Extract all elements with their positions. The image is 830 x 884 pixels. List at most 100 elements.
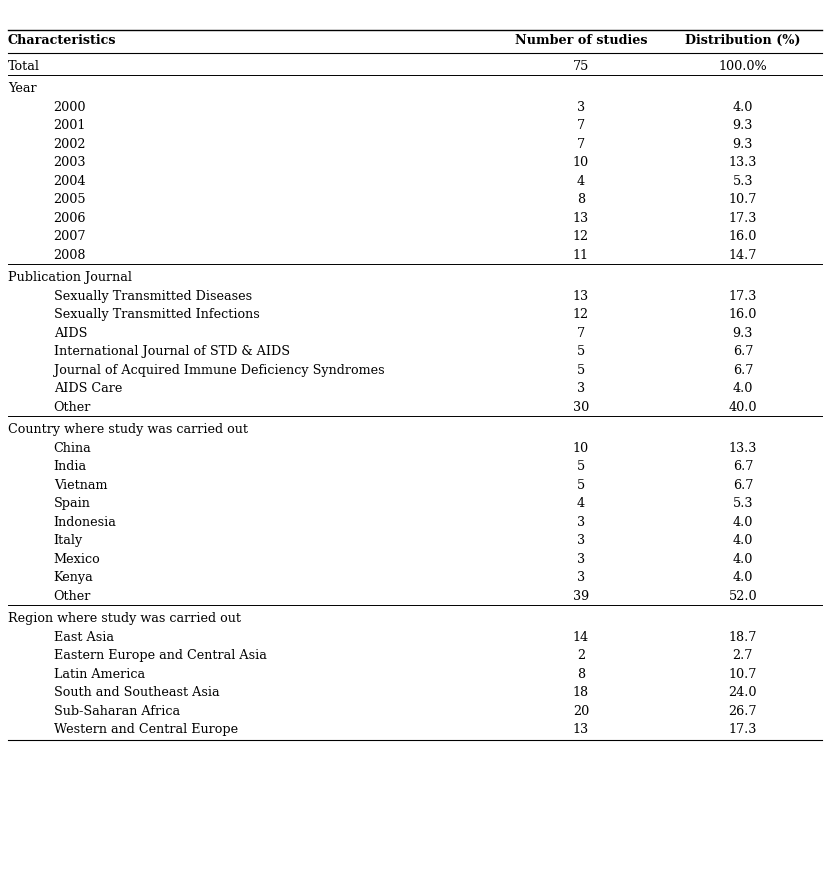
Text: 3: 3 <box>577 552 585 566</box>
Text: 13: 13 <box>573 212 589 225</box>
Text: 4.0: 4.0 <box>733 383 753 395</box>
Text: 6.7: 6.7 <box>733 461 753 474</box>
Text: 12: 12 <box>573 231 589 243</box>
Text: South and Southeast Asia: South and Southeast Asia <box>54 687 219 699</box>
Text: 4.0: 4.0 <box>733 552 753 566</box>
Text: 2006: 2006 <box>54 212 86 225</box>
Text: 14: 14 <box>573 631 589 644</box>
Text: 5: 5 <box>577 461 585 474</box>
Text: 75: 75 <box>573 60 589 73</box>
Text: 9.3: 9.3 <box>733 138 753 151</box>
Text: Sexually Transmitted Infections: Sexually Transmitted Infections <box>54 309 260 322</box>
Text: 2005: 2005 <box>54 194 86 207</box>
Text: Eastern Europe and Central Asia: Eastern Europe and Central Asia <box>54 650 266 662</box>
Text: 17.3: 17.3 <box>729 290 757 303</box>
Text: 7: 7 <box>577 327 585 340</box>
Text: 2004: 2004 <box>54 175 86 188</box>
Text: 2001: 2001 <box>54 119 86 133</box>
Text: Region where study was carried out: Region where study was carried out <box>8 613 241 625</box>
Text: 17.3: 17.3 <box>729 212 757 225</box>
Text: 13: 13 <box>573 290 589 303</box>
Text: 7: 7 <box>577 138 585 151</box>
Text: 3: 3 <box>577 101 585 114</box>
Text: 12: 12 <box>573 309 589 322</box>
Text: East Asia: East Asia <box>54 631 114 644</box>
Text: Latin America: Latin America <box>54 668 144 681</box>
Text: Total: Total <box>8 60 40 73</box>
Text: Number of studies: Number of studies <box>515 34 647 47</box>
Text: Vietnam: Vietnam <box>54 479 107 492</box>
Text: 6.7: 6.7 <box>733 346 753 358</box>
Text: Sexually Transmitted Diseases: Sexually Transmitted Diseases <box>54 290 251 303</box>
Text: 3: 3 <box>577 571 585 584</box>
Text: 2: 2 <box>577 650 585 662</box>
Text: 3: 3 <box>577 535 585 547</box>
Text: 5: 5 <box>577 479 585 492</box>
Text: 5: 5 <box>577 346 585 358</box>
Text: 2002: 2002 <box>54 138 86 151</box>
Text: Other: Other <box>54 401 91 414</box>
Text: 18.7: 18.7 <box>729 631 757 644</box>
Text: 4: 4 <box>577 498 585 510</box>
Text: Western and Central Europe: Western and Central Europe <box>54 723 237 736</box>
Text: 6.7: 6.7 <box>733 479 753 492</box>
Text: 4: 4 <box>577 175 585 188</box>
Text: Characteristics: Characteristics <box>8 34 116 47</box>
Text: 13: 13 <box>573 723 589 736</box>
Text: Country where study was carried out: Country where study was carried out <box>8 423 248 437</box>
Text: 10.7: 10.7 <box>729 668 757 681</box>
Text: 9.3: 9.3 <box>733 119 753 133</box>
Text: Spain: Spain <box>54 498 90 510</box>
Text: Indonesia: Indonesia <box>54 516 116 529</box>
Text: 18: 18 <box>573 687 589 699</box>
Text: International Journal of STD & AIDS: International Journal of STD & AIDS <box>54 346 290 358</box>
Text: Year: Year <box>8 82 37 95</box>
Text: 39: 39 <box>573 590 589 603</box>
Text: 8: 8 <box>577 668 585 681</box>
Text: 4.0: 4.0 <box>733 571 753 584</box>
Text: 14.7: 14.7 <box>729 249 757 262</box>
Text: Italy: Italy <box>54 535 83 547</box>
Text: AIDS: AIDS <box>54 327 87 340</box>
Text: 9.3: 9.3 <box>733 327 753 340</box>
Text: Other: Other <box>54 590 91 603</box>
Text: 30: 30 <box>573 401 589 414</box>
Text: 40.0: 40.0 <box>729 401 757 414</box>
Text: AIDS Care: AIDS Care <box>54 383 122 395</box>
Text: 4.0: 4.0 <box>733 516 753 529</box>
Text: 26.7: 26.7 <box>729 705 757 718</box>
Text: India: India <box>54 461 87 474</box>
Text: 13.3: 13.3 <box>729 156 757 170</box>
Text: 20: 20 <box>573 705 589 718</box>
Text: 6.7: 6.7 <box>733 364 753 377</box>
Text: 4.0: 4.0 <box>733 101 753 114</box>
Text: Kenya: Kenya <box>54 571 94 584</box>
Text: 2000: 2000 <box>54 101 86 114</box>
Text: 2.7: 2.7 <box>733 650 753 662</box>
Text: 2007: 2007 <box>54 231 86 243</box>
Text: Journal of Acquired Immune Deficiency Syndromes: Journal of Acquired Immune Deficiency Sy… <box>54 364 384 377</box>
Text: Distribution (%): Distribution (%) <box>685 34 801 47</box>
Text: 13.3: 13.3 <box>729 442 757 455</box>
Text: 24.0: 24.0 <box>729 687 757 699</box>
Text: 11: 11 <box>573 249 589 262</box>
Text: 4.0: 4.0 <box>733 535 753 547</box>
Text: Publication Journal: Publication Journal <box>8 271 132 285</box>
Text: 10: 10 <box>573 442 589 455</box>
Text: 5.3: 5.3 <box>733 498 753 510</box>
Text: 10: 10 <box>573 156 589 170</box>
Text: 16.0: 16.0 <box>729 231 757 243</box>
Text: 17.3: 17.3 <box>729 723 757 736</box>
Text: 100.0%: 100.0% <box>719 60 767 73</box>
Text: Mexico: Mexico <box>54 552 100 566</box>
Text: 3: 3 <box>577 516 585 529</box>
Text: China: China <box>54 442 91 455</box>
Text: 16.0: 16.0 <box>729 309 757 322</box>
Text: 10.7: 10.7 <box>729 194 757 207</box>
Text: 3: 3 <box>577 383 585 395</box>
Text: 2008: 2008 <box>54 249 86 262</box>
Text: 5: 5 <box>577 364 585 377</box>
Text: 8: 8 <box>577 194 585 207</box>
Text: 52.0: 52.0 <box>729 590 757 603</box>
Text: 7: 7 <box>577 119 585 133</box>
